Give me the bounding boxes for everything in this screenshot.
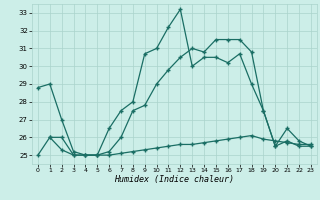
X-axis label: Humidex (Indice chaleur): Humidex (Indice chaleur) <box>115 175 234 184</box>
